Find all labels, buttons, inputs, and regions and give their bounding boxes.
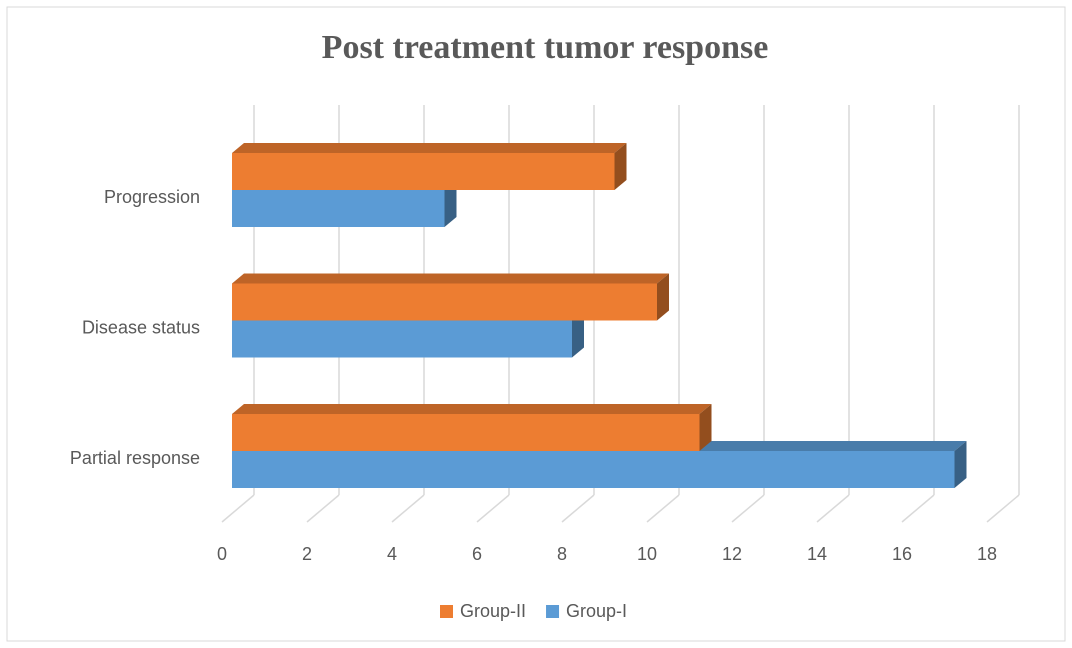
x-tick-label: 16 <box>892 544 912 564</box>
legend-label: Group-I <box>566 601 627 621</box>
floor-grid-line <box>221 494 255 523</box>
bar-side <box>572 310 584 358</box>
floor-grid-line <box>476 494 510 523</box>
x-tick-label: 8 <box>557 544 567 564</box>
bar-side <box>699 404 712 451</box>
legend-swatch <box>440 605 453 618</box>
x-tick-label: 10 <box>637 544 657 564</box>
x-tick-label: 4 <box>387 544 397 564</box>
floor-grid-line <box>391 494 425 523</box>
bar <box>232 414 700 451</box>
bar-top <box>232 143 627 153</box>
bar-side <box>657 273 669 321</box>
bar <box>232 153 615 190</box>
floor-grid-line <box>561 494 595 523</box>
floor-grid-line <box>646 494 680 523</box>
bar-side <box>444 180 457 227</box>
bar <box>232 320 572 358</box>
chart-title: Post treatment tumor response <box>322 29 769 66</box>
legend-swatch <box>546 605 560 618</box>
x-tick-label: 6 <box>472 544 482 564</box>
y-tick-label: Partial response <box>70 448 200 468</box>
bar-top <box>232 273 669 284</box>
floor-grid-line <box>731 494 765 523</box>
y-tick-label: Disease status <box>82 317 200 337</box>
bar-top <box>232 404 712 414</box>
bar <box>232 451 955 488</box>
floor-grid-line <box>901 494 935 523</box>
bar <box>232 190 445 227</box>
x-tick-label: 18 <box>977 544 997 564</box>
floor-grid-line <box>816 494 850 523</box>
bar <box>232 283 657 321</box>
legend-label: Group-II <box>460 601 526 621</box>
bar-side <box>614 143 627 190</box>
x-tick-label: 2 <box>302 544 312 564</box>
y-tick-label: Progression <box>104 187 200 207</box>
floor-grid-line <box>306 494 340 523</box>
bar-side <box>954 441 967 488</box>
x-tick-label: 14 <box>807 544 827 564</box>
floor-grid-line <box>986 494 1020 523</box>
x-tick-label: 12 <box>722 544 742 564</box>
x-tick-label: 0 <box>217 544 227 564</box>
